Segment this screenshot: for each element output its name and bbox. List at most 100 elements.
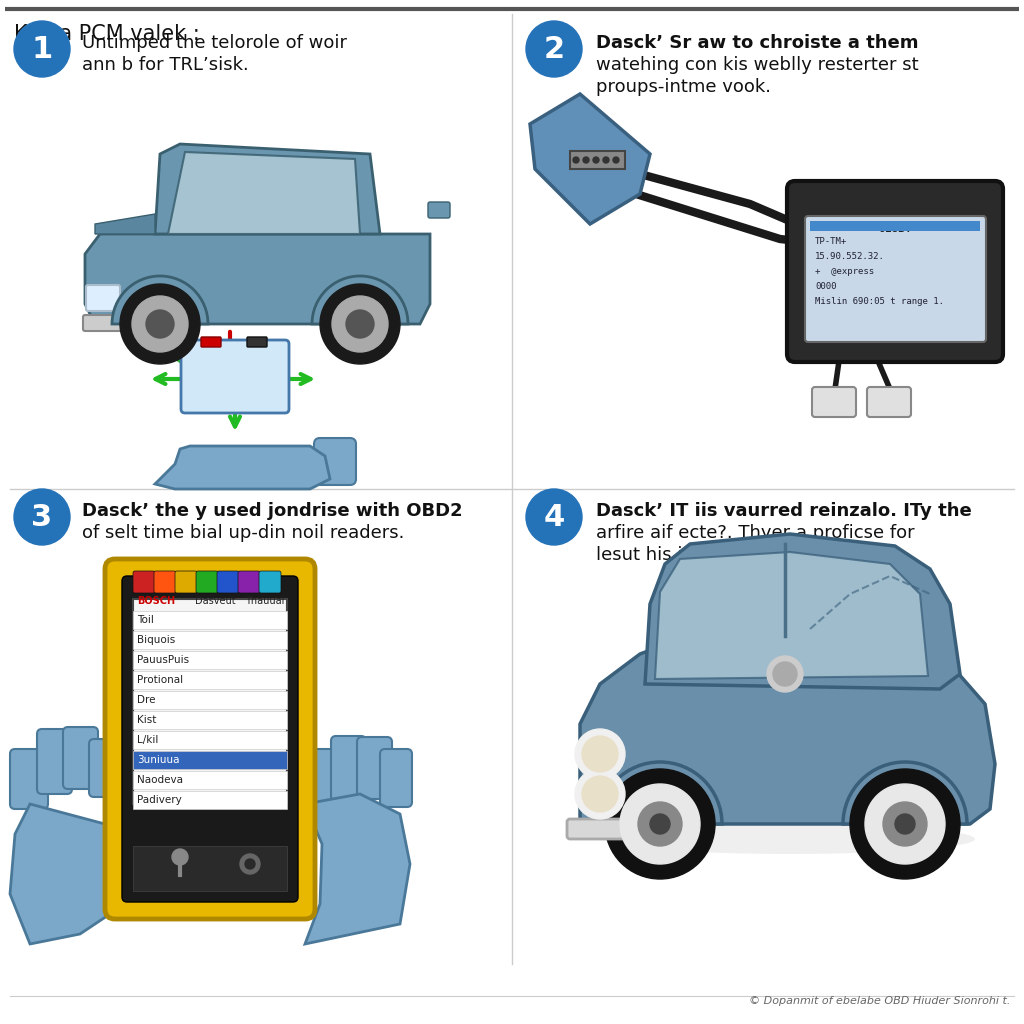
Text: ann b for TRL’sisk.: ann b for TRL’sisk.: [82, 56, 249, 74]
FancyBboxPatch shape: [133, 751, 287, 769]
FancyBboxPatch shape: [133, 571, 155, 593]
Text: +  @express: + @express: [815, 267, 874, 276]
Wedge shape: [112, 276, 208, 324]
Text: Dasck’ IT iis vaurred reinzalo. ITy the: Dasck’ IT iis vaurred reinzalo. ITy the: [596, 502, 972, 520]
Text: Dasck’ the y used jondrise with OBD2: Dasck’ the y used jondrise with OBD2: [82, 502, 463, 520]
Text: Naodeva: Naodeva: [137, 775, 183, 785]
Text: 15.90.552.32.: 15.90.552.32.: [815, 252, 885, 261]
Polygon shape: [580, 636, 995, 824]
Circle shape: [865, 784, 945, 864]
Circle shape: [14, 489, 70, 545]
Wedge shape: [312, 276, 408, 324]
Ellipse shape: [605, 824, 975, 854]
Polygon shape: [155, 144, 380, 234]
Text: 2: 2: [544, 35, 564, 63]
Text: Mislin 690:05 t range 1.: Mislin 690:05 t range 1.: [815, 297, 944, 306]
FancyBboxPatch shape: [133, 731, 287, 749]
FancyBboxPatch shape: [867, 387, 911, 417]
FancyBboxPatch shape: [217, 571, 239, 593]
FancyBboxPatch shape: [380, 749, 412, 807]
FancyBboxPatch shape: [83, 315, 127, 331]
FancyBboxPatch shape: [105, 559, 315, 919]
Circle shape: [593, 157, 599, 163]
FancyBboxPatch shape: [86, 285, 120, 311]
Circle shape: [650, 814, 670, 834]
Circle shape: [767, 656, 803, 692]
FancyBboxPatch shape: [63, 727, 98, 790]
Text: Dre: Dre: [137, 695, 156, 705]
Polygon shape: [95, 214, 155, 234]
Circle shape: [346, 310, 374, 338]
Circle shape: [583, 157, 589, 163]
FancyBboxPatch shape: [314, 438, 356, 485]
Text: 1: 1: [32, 35, 52, 63]
Text: Kist: Kist: [137, 715, 157, 725]
Text: Biquois: Biquois: [137, 635, 175, 645]
Text: 4: 4: [544, 503, 564, 531]
Circle shape: [620, 784, 700, 864]
FancyBboxPatch shape: [133, 691, 287, 709]
FancyBboxPatch shape: [428, 202, 450, 218]
FancyBboxPatch shape: [37, 729, 72, 794]
Polygon shape: [645, 534, 961, 689]
FancyBboxPatch shape: [175, 571, 197, 593]
FancyBboxPatch shape: [133, 771, 287, 790]
Polygon shape: [305, 794, 410, 944]
FancyBboxPatch shape: [259, 571, 281, 593]
FancyBboxPatch shape: [181, 340, 289, 413]
Text: Toil: Toil: [137, 615, 154, 625]
Circle shape: [613, 157, 618, 163]
Text: PauusPuis: PauusPuis: [137, 655, 189, 665]
FancyBboxPatch shape: [812, 387, 856, 417]
FancyBboxPatch shape: [196, 571, 218, 593]
Text: Untimped the telorole of woir: Untimped the telorole of woir: [82, 34, 347, 52]
FancyBboxPatch shape: [89, 739, 124, 797]
Circle shape: [573, 157, 579, 163]
Circle shape: [638, 802, 682, 846]
Circle shape: [172, 849, 188, 865]
Circle shape: [120, 284, 200, 364]
Polygon shape: [168, 152, 360, 234]
Text: arfire aif ecte?. Thyer a proficse for: arfire aif ecte?. Thyer a proficse for: [596, 524, 914, 542]
FancyBboxPatch shape: [10, 749, 48, 809]
Wedge shape: [598, 762, 722, 824]
Text: BOSCH: BOSCH: [137, 596, 175, 606]
FancyBboxPatch shape: [787, 181, 1002, 362]
FancyBboxPatch shape: [567, 819, 673, 839]
Circle shape: [582, 736, 618, 772]
Text: Thauual: Thauual: [245, 596, 285, 606]
Polygon shape: [655, 552, 928, 679]
FancyBboxPatch shape: [331, 736, 366, 801]
Circle shape: [773, 662, 797, 686]
Circle shape: [245, 859, 255, 869]
FancyBboxPatch shape: [201, 337, 221, 347]
Circle shape: [895, 814, 915, 834]
Text: watehing con kis weblly resterter st: watehing con kis weblly resterter st: [596, 56, 919, 74]
Text: OLUBT: OLUBT: [879, 224, 912, 234]
Circle shape: [526, 22, 582, 77]
Circle shape: [146, 310, 174, 338]
Text: TP-TM+: TP-TM+: [815, 237, 847, 246]
FancyBboxPatch shape: [133, 711, 287, 729]
Text: 3uniuua: 3uniuua: [137, 755, 179, 765]
Circle shape: [605, 769, 715, 879]
Circle shape: [14, 22, 70, 77]
Text: Dasck’ Sr aw to chroiste a them: Dasck’ Sr aw to chroiste a them: [596, 34, 919, 52]
Text: Protional: Protional: [137, 675, 183, 685]
Circle shape: [883, 802, 927, 846]
Text: proups-intme vook.: proups-intme vook.: [596, 78, 771, 96]
Text: of selt time bial up-din noil readers.: of selt time bial up-din noil readers.: [82, 524, 404, 542]
Circle shape: [319, 284, 400, 364]
FancyBboxPatch shape: [805, 216, 986, 342]
FancyBboxPatch shape: [154, 571, 176, 593]
Text: © Dopanmit of ebelabe OBD Hiuder Sionrohi t.: © Dopanmit of ebelabe OBD Hiuder Sionroh…: [749, 996, 1010, 1006]
Circle shape: [582, 776, 618, 812]
Circle shape: [850, 769, 961, 879]
Circle shape: [132, 296, 188, 352]
Circle shape: [575, 729, 625, 779]
Circle shape: [575, 769, 625, 819]
Wedge shape: [843, 762, 967, 824]
Polygon shape: [10, 804, 112, 944]
Circle shape: [332, 296, 388, 352]
FancyBboxPatch shape: [122, 575, 298, 902]
